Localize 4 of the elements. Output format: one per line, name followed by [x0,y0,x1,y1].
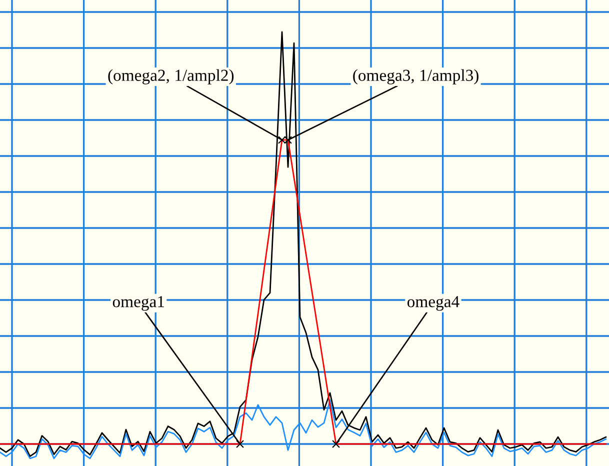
annotation: (omega3, 1/ampl3) [353,69,478,84]
annotation: omega4 [407,296,460,311]
annotation: omega1 [112,296,164,311]
annotation: (omega2, 1/ampl2) [108,69,234,84]
